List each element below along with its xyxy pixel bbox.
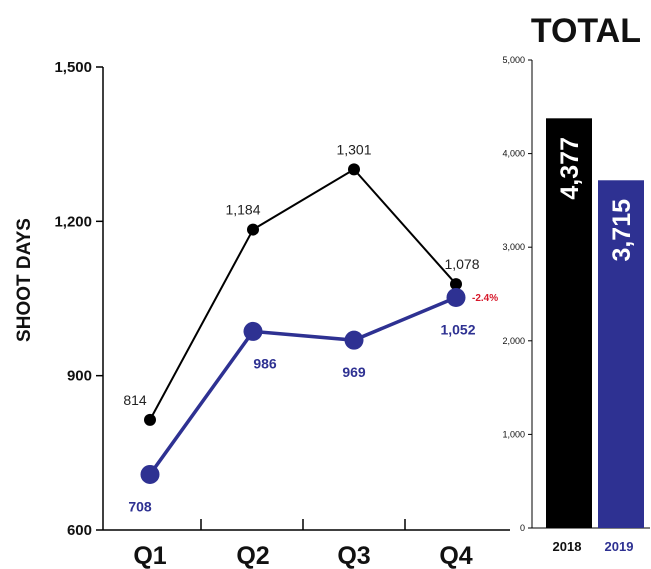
series-2-point	[446, 287, 466, 307]
series-1-data-label: 1,301	[336, 141, 371, 157]
bar-y-tick-label: 1,000	[502, 429, 525, 439]
series-1-point	[450, 278, 462, 291]
bar-category-label: 2019	[605, 539, 634, 554]
series-line-2	[148, 295, 457, 476]
x-category-label: Q1	[133, 542, 166, 569]
bar-2018	[546, 118, 592, 528]
y-tick-label: 1,500	[54, 59, 92, 76]
series-2-point	[344, 330, 364, 350]
series-2-point	[243, 321, 263, 341]
x-category-label: Q4	[439, 542, 472, 569]
total-bar-chart: TOTAL 0 1,000 2,000 3,000 4,000 5,000 4,377 20…	[502, 12, 650, 554]
bar-y-tick-label: 0	[520, 523, 525, 533]
y-tick-label: 600	[67, 522, 92, 539]
bar-y-tick-label: 3,000	[502, 242, 525, 252]
series-1-data-label: 814	[123, 392, 147, 408]
bar-value-label: 3,715	[608, 199, 636, 262]
series-line-1	[149, 168, 457, 421]
x-category-label: Q3	[337, 542, 370, 569]
series-2-point	[140, 464, 160, 484]
series-2-data-label: 1,052	[440, 321, 475, 337]
series-1-point	[247, 223, 259, 236]
total-title: TOTAL	[531, 12, 641, 50]
y-tick-label: 1,200	[54, 213, 92, 230]
bar-category-label: 2018	[553, 539, 582, 554]
x-category-label: Q2	[236, 542, 269, 569]
y-axis-label: SHOOT DAYS	[14, 218, 35, 342]
series-1-data-label: 1,184	[225, 202, 260, 218]
series-2-data-label: 969	[342, 364, 366, 380]
bar-value-label: 4,377	[556, 137, 584, 200]
bar-y-tick-label: 2,000	[502, 336, 525, 346]
series-1-point	[144, 413, 156, 426]
series-1-point	[348, 163, 360, 176]
series-2-data-label: 986	[253, 355, 277, 371]
y-tick-label: 900	[67, 368, 92, 385]
q4-change-annotation: -2.4%	[472, 293, 498, 304]
bar-y-tick-label: 4,000	[502, 149, 525, 159]
bar-2019	[598, 180, 644, 528]
quarterly-line-chart: SHOOT DAYS 600 900 1,200 1,500 Q1 Q2 Q3 Q4 814…	[14, 59, 510, 569]
series-2-data-label: 708	[128, 498, 152, 514]
bar-y-tick-label: 5,000	[502, 55, 525, 65]
series-1-data-label: 1,078	[444, 256, 479, 272]
